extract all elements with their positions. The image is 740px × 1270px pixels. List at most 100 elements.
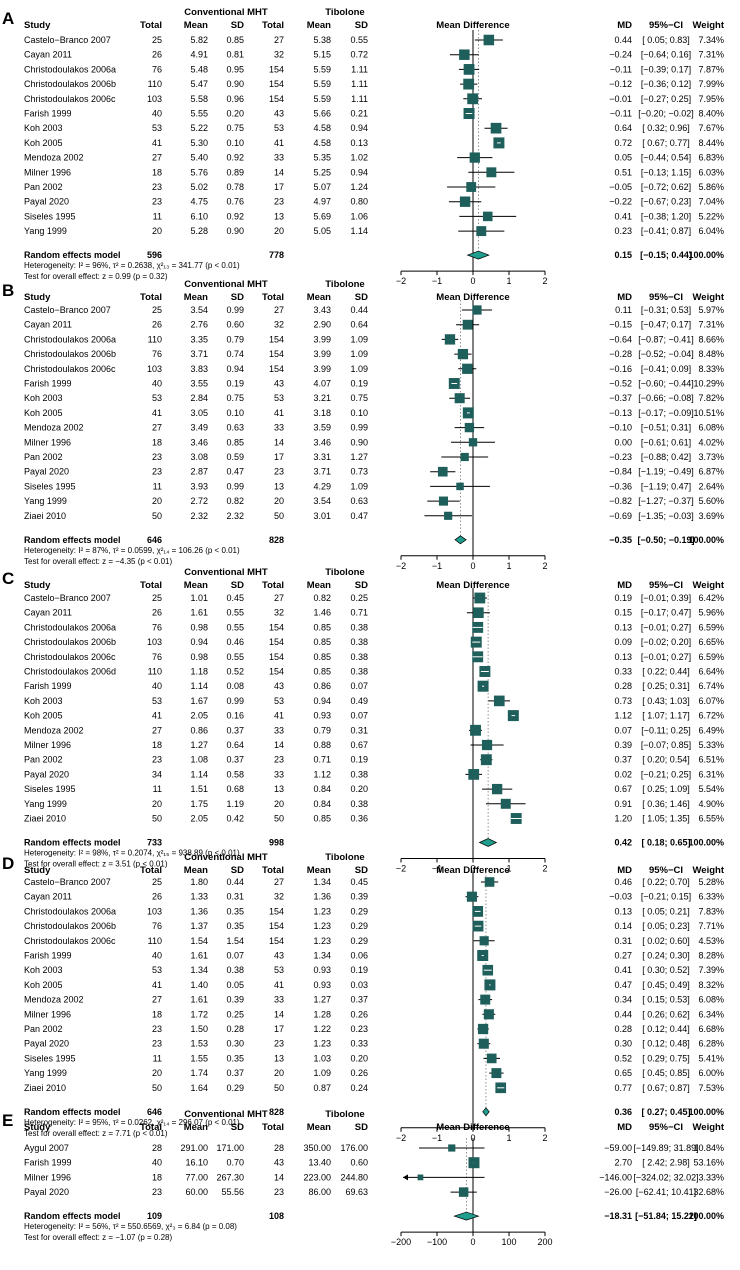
group1-header: Conventional MHT bbox=[184, 852, 268, 863]
group1-header: Conventional MHT bbox=[184, 279, 268, 290]
study-box bbox=[468, 769, 480, 780]
sd2-column-header: SD bbox=[355, 865, 368, 876]
study-box bbox=[473, 607, 484, 618]
table-row: Siseles 1995 11 1.51 0.68 13 0.84 0.20 0.67 [ 0.… bbox=[24, 783, 724, 795]
study-name: Milner 1996 bbox=[24, 1009, 71, 1019]
md-value: 0.19 bbox=[614, 593, 632, 603]
group1-total: 76 bbox=[152, 652, 162, 662]
group2-total: 14 bbox=[274, 167, 284, 177]
group1-sd: 0.31 bbox=[226, 892, 244, 902]
md-value: 0.11 bbox=[615, 305, 632, 315]
group2-sd: 1.02 bbox=[350, 153, 368, 163]
ci-value: [−0.20; −0.02] bbox=[638, 109, 694, 119]
table-row: Yang 1999 20 1.75 1.19 20 0.84 0.38 0.91 [ 0.36;… bbox=[24, 799, 724, 809]
weight-value: 8.32% bbox=[698, 980, 724, 990]
group2-sd: 0.45 bbox=[350, 877, 368, 887]
total1-column-header: Total bbox=[140, 580, 162, 591]
pooled-total2: 108 bbox=[269, 1211, 284, 1221]
pooled-total1: 646 bbox=[147, 1107, 162, 1117]
group2-total: 23 bbox=[274, 467, 284, 477]
table-row: Mendoza 2002 27 0.86 0.37 33 0.79 0.31 0.07 [−0.… bbox=[24, 724, 724, 736]
pooled-label: Random effects model bbox=[24, 250, 121, 260]
study-box bbox=[459, 196, 471, 207]
group2-header: Tibolone bbox=[325, 1109, 364, 1120]
group2-total: 154 bbox=[269, 921, 284, 931]
group1-mean: 3.08 bbox=[190, 452, 208, 462]
group2-mean: 5.69 bbox=[313, 211, 331, 221]
group2-total: 20 bbox=[274, 226, 284, 236]
group2-mean: 3.21 bbox=[313, 393, 331, 403]
group1-total: 18 bbox=[152, 740, 162, 750]
weight-value: 6.04% bbox=[698, 226, 724, 236]
group2-sd: 0.72 bbox=[350, 50, 368, 60]
group2-sd: 1.24 bbox=[350, 182, 368, 192]
table-row: Christodoulakos 2006b 76 3.71 0.74 154 3.99 1.… bbox=[24, 348, 724, 360]
pooled-diamond bbox=[466, 250, 490, 260]
group1-mean: 5.02 bbox=[190, 182, 208, 192]
ci-value: [−149.89; 31.89] bbox=[633, 1143, 698, 1153]
group2-sd: 69.63 bbox=[345, 1187, 368, 1197]
group2-total: 33 bbox=[274, 769, 284, 779]
md-plot-header: Mean Difference bbox=[436, 865, 509, 876]
table-row: Christodoulakos 2006c 76 0.98 0.55 154 0.85 0.… bbox=[24, 651, 724, 663]
group2-mean: 0.85 bbox=[313, 814, 331, 824]
group1-sd: 0.89 bbox=[226, 167, 244, 177]
group1-sd: 0.47 bbox=[226, 467, 244, 477]
weight-column-header: Weight bbox=[693, 20, 725, 31]
group2-mean: 5.59 bbox=[313, 64, 331, 74]
group1-total: 20 bbox=[152, 799, 162, 809]
ci-arrow-icon bbox=[403, 1174, 408, 1181]
sd2-column-header: SD bbox=[355, 292, 368, 303]
ci-value: [−1.35; −0.03] bbox=[638, 511, 694, 521]
group1-sd: 0.44 bbox=[226, 877, 244, 887]
x-axis-tick-label: 1 bbox=[506, 561, 511, 571]
weight-value: 6.59% bbox=[698, 622, 724, 632]
x-axis-tick-label: 0 bbox=[470, 1237, 475, 1247]
group2-sd: 0.19 bbox=[350, 755, 368, 765]
pooled-diamond bbox=[482, 1107, 490, 1117]
ci-value: [−62.41; 10.41] bbox=[636, 1187, 696, 1197]
group2-total: 20 bbox=[274, 799, 284, 809]
mean1-column-header: Mean bbox=[184, 580, 208, 591]
group1-sd: 0.90 bbox=[226, 226, 244, 236]
group2-sd: 0.55 bbox=[350, 35, 368, 45]
study-name: Aygul 2007 bbox=[24, 1143, 69, 1153]
group2-sd: 0.29 bbox=[350, 906, 368, 916]
md-value: −0.52 bbox=[609, 379, 632, 389]
group2-mean: 1.34 bbox=[313, 877, 331, 887]
table-row: Christodoulakos 2006a 76 0.98 0.55 154 0.85 0.… bbox=[24, 621, 724, 633]
group2-total: 13 bbox=[274, 211, 284, 221]
pooled-diamond bbox=[454, 535, 467, 545]
ci-value: [−0.47; 0.17] bbox=[641, 320, 691, 330]
group2-total: 17 bbox=[274, 1024, 284, 1034]
group1-header: Conventional MHT bbox=[184, 7, 268, 18]
group1-mean: 60.00 bbox=[185, 1187, 208, 1197]
table-row: Koh 2005 41 3.05 0.10 41 3.18 0.10 −0.13 [−0.17;… bbox=[24, 407, 724, 419]
group1-mean: 2.05 bbox=[190, 814, 208, 824]
overall-effect-text: Test for overall effect: z = 3.51 (p < 0… bbox=[24, 860, 168, 869]
study-box bbox=[491, 1068, 502, 1079]
x-axis-tick-label: −1 bbox=[432, 276, 442, 286]
study-name: Yang 1999 bbox=[24, 1068, 67, 1078]
ci-value: [−0.64; 0.16] bbox=[641, 50, 691, 60]
group2-mean: 0.93 bbox=[313, 980, 331, 990]
group2-total: 20 bbox=[274, 1068, 284, 1078]
study-name: Christodoulakos 2006b bbox=[24, 921, 116, 931]
panel-letter: B bbox=[2, 281, 14, 300]
pooled-total1: 109 bbox=[147, 1211, 162, 1221]
md-column-header: MD bbox=[617, 20, 632, 31]
pooled-ci: [ 0.18; 0.65] bbox=[641, 838, 690, 848]
study-name: Christodoulakos 2006a bbox=[24, 334, 116, 344]
study-name: Mendoza 2002 bbox=[24, 423, 84, 433]
study-name: Koh 2005 bbox=[24, 711, 63, 721]
study-name: Koh 2003 bbox=[24, 696, 63, 706]
ci-value: [−0.21; 0.25] bbox=[641, 769, 691, 779]
weight-value: 7.39% bbox=[698, 965, 724, 975]
study-name: Siseles 1995 bbox=[24, 784, 76, 794]
weight-value: 6.68% bbox=[698, 1024, 724, 1034]
group2-total: 154 bbox=[269, 64, 284, 74]
group1-mean: 5.58 bbox=[190, 94, 208, 104]
group1-total: 50 bbox=[152, 511, 162, 521]
group1-total: 11 bbox=[153, 784, 162, 794]
group1-mean: 1.67 bbox=[190, 696, 208, 706]
